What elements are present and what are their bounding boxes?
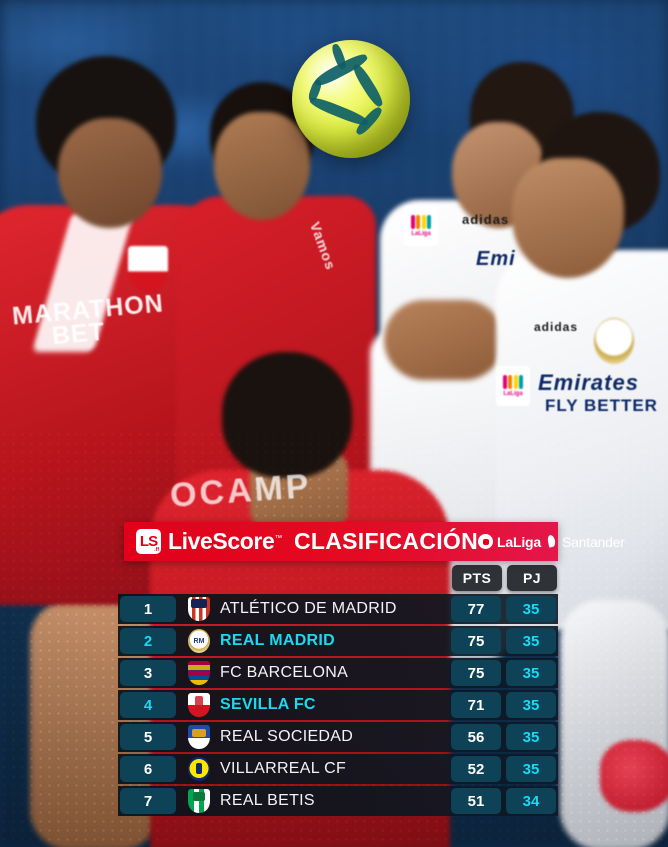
row-rank: 6 <box>120 756 176 782</box>
row-points: 71 <box>451 692 501 718</box>
atletico-madrid-crest-icon <box>188 597 210 621</box>
table-row[interactable]: 5 REAL SOCIEDAD 56 35 <box>118 722 558 752</box>
laliga-sleeve-patch-one-icon: LaLiga <box>404 206 438 246</box>
santander-flame-icon <box>545 535 558 549</box>
real-madrid-jersey-crest-icon <box>594 318 634 364</box>
football-ball <box>292 40 410 158</box>
row-points: 75 <box>451 628 501 654</box>
livescore-logo-mark: .ff <box>154 547 159 553</box>
row-club-name: VILLARREAL CF <box>220 760 347 777</box>
laliga-patch-label: LaLiga <box>411 231 431 237</box>
row-played: 35 <box>506 724 556 750</box>
laliga-santander-lockup: LaLiga Santander <box>478 534 625 550</box>
sevilla-sponsor-text-2: BET <box>50 317 107 351</box>
real-sociedad-crest-icon <box>188 725 210 749</box>
real-madrid-crest-icon <box>188 629 210 653</box>
laliga-sleeve-patch-two-icon: LaLiga <box>496 366 530 406</box>
madrid-sponsor-subtext: FLY BETTER <box>545 396 658 415</box>
sponsor-name: Santander <box>561 533 625 550</box>
row-played: 35 <box>506 756 556 782</box>
row-rank: 2 <box>120 628 176 654</box>
column-header-played: PJ <box>507 565 557 591</box>
table-row[interactable]: 4 SEVILLA FC 71 35 <box>118 690 558 720</box>
kit-supplier-text-one: adidas <box>462 212 510 227</box>
row-club-name: FC BARCELONA <box>220 664 349 681</box>
player-four-face <box>512 158 624 278</box>
table-row[interactable]: 6 VILLARREAL CF 52 35 <box>118 754 558 784</box>
brand-name-text: LiveScore <box>168 528 275 554</box>
livescore-logo-icon: LS .ff <box>136 529 161 554</box>
table-row[interactable]: 7 REAL BETIS 51 34 <box>118 786 558 816</box>
standings-table: PTS PJ 1 ATLÉTICO DE MADRID 77 35 2 REAL… <box>118 565 558 818</box>
column-header-points: PTS <box>452 565 502 591</box>
row-rank: 1 <box>120 596 176 622</box>
villarreal-cf-crest-icon <box>188 757 210 781</box>
row-points: 51 <box>451 788 501 814</box>
row-rank: 4 <box>120 692 176 718</box>
row-club-name: ATLÉTICO DE MADRID <box>220 600 397 617</box>
madrid-sponsor-text-partial: Emi <box>476 248 516 270</box>
row-rank: 3 <box>120 660 176 686</box>
player-five-hair <box>222 352 352 478</box>
player-two-face <box>214 112 310 220</box>
table-row[interactable]: 3 FC BARCELONA 75 35 <box>118 658 558 688</box>
row-points: 52 <box>451 756 501 782</box>
brand-trademark: ™ <box>274 533 282 543</box>
row-points: 56 <box>451 724 501 750</box>
row-rank: 5 <box>120 724 176 750</box>
player-boot <box>600 740 668 812</box>
row-club-name: REAL SOCIEDAD <box>220 728 354 745</box>
player-leg-right <box>560 600 668 847</box>
livescore-logo-initials: LS <box>139 533 158 550</box>
row-rank: 7 <box>120 788 176 814</box>
table-column-headers: PTS PJ <box>118 565 558 591</box>
fc-barcelona-crest-icon <box>188 661 210 685</box>
row-club-name: REAL BETIS <box>220 792 315 809</box>
row-played: 34 <box>506 788 556 814</box>
row-points: 75 <box>451 660 501 686</box>
kit-supplier-text-two: adidas <box>534 320 579 334</box>
sevilla-fc-crest-icon <box>188 693 210 717</box>
row-club-name: REAL MADRID <box>220 632 336 649</box>
row-points: 77 <box>451 596 501 622</box>
table-row[interactable]: 1 ATLÉTICO DE MADRID 77 35 <box>118 594 558 624</box>
laliga-mark-icon <box>478 534 494 549</box>
row-played: 35 <box>506 596 556 622</box>
league-name: LaLiga <box>497 533 541 550</box>
row-played: 35 <box>506 692 556 718</box>
brand-name: LiveScore™ <box>168 528 282 555</box>
player-arm <box>384 300 504 380</box>
row-club-name: SEVILLA FC <box>220 696 316 713</box>
madrid-sponsor-text: Emirates <box>538 370 639 395</box>
standings-header-bar: LS .ff LiveScore™ CLASIFICACIÓN LaLiga S… <box>124 522 625 561</box>
row-played: 35 <box>506 660 556 686</box>
laliga-patch-label-2: LaLiga <box>503 391 523 397</box>
row-played: 35 <box>506 628 556 654</box>
page-title: CLASIFICACIÓN <box>293 528 479 554</box>
real-betis-crest-icon <box>188 789 210 813</box>
sevilla-jersey-crest-icon <box>128 246 168 292</box>
player-one-face <box>58 118 162 228</box>
table-row[interactable]: 2 REAL MADRID 75 35 <box>118 626 558 656</box>
